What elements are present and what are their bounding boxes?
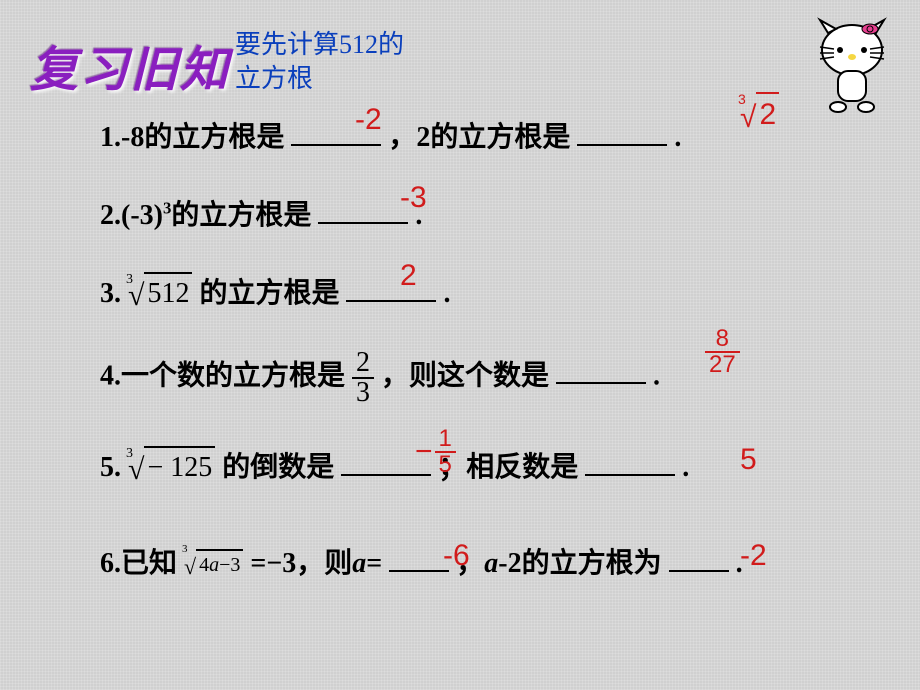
question-1: 1.-8的立方根是 ，2的立方根是 . -2 3√2 [100, 115, 880, 165]
q6-text-a: 已知 [121, 548, 184, 579]
q6-radical: 3√4a−3 [184, 546, 243, 585]
q5-blank-b [585, 445, 675, 476]
q5-answer-b: 5 [740, 439, 757, 481]
q1-text-b: ，2的立方根是 [388, 122, 570, 153]
q2-text: 的立方根是 [171, 200, 311, 231]
q5-number: 5. [100, 452, 121, 483]
q2-answer: -3 [400, 177, 427, 219]
q1-number: 1. [100, 122, 121, 153]
q5-answer-a: − 1 5 [415, 427, 456, 477]
q6-answer-b: -2 [740, 535, 767, 577]
question-6: 6.已知 3√4a−3 =−3，则a= ，a-2的立方根为 . -6 -2 [100, 541, 880, 591]
question-4: 4.一个数的立方根是 2 3 ，则这个数是 . 8 27 [100, 349, 880, 419]
hint-line-1: 要先计算512的 [235, 30, 404, 59]
q4-fraction: 2 3 [352, 349, 374, 407]
q5-text-b: ；相反数是 [438, 452, 578, 483]
question-2: 2.(-3)3的立方根是 . -3 [100, 193, 880, 243]
q1-answer-b: 3√2 [740, 95, 779, 139]
q3-text: 的立方根是 [199, 278, 339, 309]
q1-ans-b-radicand: 2 [756, 92, 779, 136]
q1-text-a: -8的立方根是 [121, 122, 284, 153]
question-5: 5. 3√− 125 的倒数是 ；相反数是 . − 1 5 5 [100, 445, 880, 515]
hint-line-2: 立方根 [235, 64, 313, 93]
q6-var2: a [484, 548, 498, 579]
q2-number: 2. [100, 200, 121, 231]
q6-blank-b [669, 541, 729, 572]
q6-blank-a [389, 541, 449, 572]
question-list: 1.-8的立方根是 ，2的立方根是 . -2 3√2 2.(-3)3的立方根是 … [100, 115, 880, 619]
q1-answer-a: -2 [355, 99, 382, 141]
q4-period: . [653, 360, 660, 391]
q3-answer: 2 [400, 255, 417, 297]
q1-blank-b [577, 115, 667, 146]
q1-period: . [674, 122, 681, 153]
q5-period: . [682, 452, 689, 483]
section-title: 复习旧知 [30, 30, 230, 100]
q4-number: 4. [100, 360, 121, 391]
q3-radical: 3√512 [128, 275, 192, 316]
q3-blank [346, 271, 436, 302]
q4-answer: 8 27 [705, 327, 740, 377]
q6-var1: a [352, 548, 366, 579]
hint-text: 要先计算512的 立方根 [235, 28, 404, 96]
q2-blank [318, 193, 408, 224]
q6-eq: =−3，则 [250, 548, 352, 579]
q3-number: 3. [100, 278, 121, 309]
q4-blank [556, 354, 646, 385]
q4-text-a: 一个数的立方根是 [121, 360, 345, 391]
q5-radical: 3√− 125 [128, 449, 215, 490]
q3-period: . [443, 278, 450, 309]
q1-ans-b-index: 3 [738, 90, 746, 110]
q2-base: (-3) [121, 200, 163, 231]
q4-text-b: ，则这个数是 [381, 360, 549, 391]
question-3: 3. 3√512 的立方根是 . 2 [100, 271, 880, 321]
q6-answer-a: -6 [443, 535, 470, 577]
q5-text-a: 的倒数是 [222, 452, 334, 483]
q6-number: 6. [100, 548, 121, 579]
hello-kitty-image [810, 15, 895, 115]
q6-text-c: -2的立方根为 [498, 548, 661, 579]
